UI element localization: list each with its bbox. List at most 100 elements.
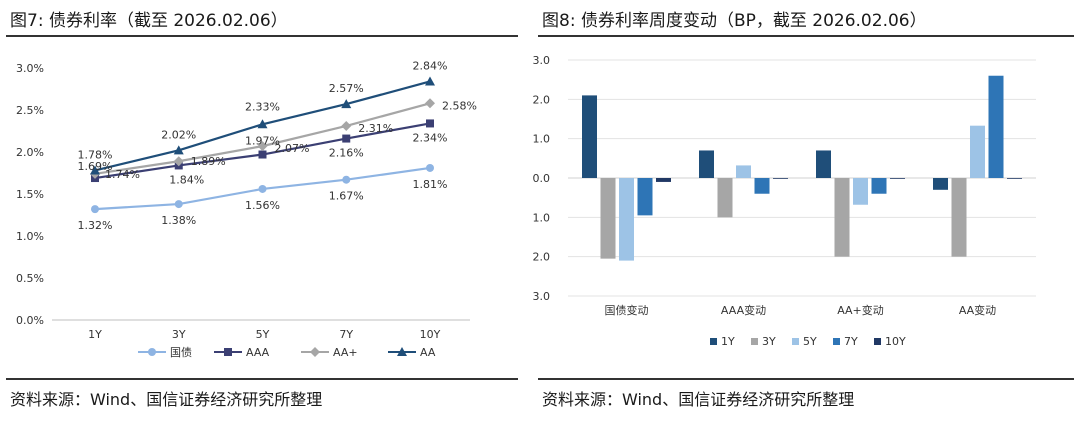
legend-label-AA: AA bbox=[420, 346, 436, 359]
data-point-AA+-10Y bbox=[425, 98, 435, 109]
data-point-国债-3Y bbox=[174, 200, 183, 209]
legend-label-10Y: 10Y bbox=[885, 335, 906, 348]
data-label-AA+-3Y: 1.89% bbox=[191, 155, 226, 168]
data-label-AA+-1Y: 1.74% bbox=[105, 168, 140, 181]
bar-7Y-AA变动 bbox=[988, 75, 1004, 178]
legend-marker-国债 bbox=[148, 348, 156, 356]
bar-10Y-AA变动 bbox=[1007, 178, 1022, 179]
data-label-AAA-5Y: 1.97% bbox=[245, 135, 280, 148]
bar-5Y-国债变动 bbox=[619, 178, 634, 261]
bar-7Y-国债变动 bbox=[637, 178, 653, 216]
data-label-国债-7Y: 1.67% bbox=[329, 190, 364, 203]
source-note: 资料来源：Wind、国信证券经济研究所整理 bbox=[542, 390, 855, 409]
top-rule bbox=[6, 35, 518, 37]
bar-1Y-AA+变动 bbox=[816, 150, 831, 178]
x-tick-label: AA变动 bbox=[959, 303, 996, 317]
y-tick-label: 3.0 bbox=[533, 54, 551, 67]
data-label-AA+-10Y: 2.58% bbox=[442, 99, 477, 112]
bar-1Y-AA变动 bbox=[933, 178, 948, 190]
y-tick-label: 0.0% bbox=[16, 314, 44, 327]
y-tick-label: -2.0 bbox=[532, 251, 550, 264]
data-point-国债-7Y bbox=[342, 175, 351, 184]
bar-3Y-AAA变动 bbox=[717, 178, 733, 218]
rate-change-chart-panel: 图8: 债券利率周度变动（BP，截至 2026.02.06） 3.0 2.0 1.0… bbox=[532, 0, 1080, 421]
data-label-AAA-10Y: 2.34% bbox=[413, 131, 448, 144]
data-label-AA-5Y: 2.33% bbox=[245, 100, 280, 113]
data-point-AAA-10Y bbox=[426, 119, 434, 128]
y-tick-label: 1.0 bbox=[533, 133, 551, 146]
bar-3Y-AA变动 bbox=[951, 178, 967, 257]
data-label-国债-3Y: 1.38% bbox=[161, 214, 196, 227]
legend-swatch-10Y bbox=[874, 338, 881, 345]
x-tick-label: 3Y bbox=[172, 328, 186, 341]
legend-label-7Y: 7Y bbox=[844, 335, 858, 348]
data-point-国债-10Y bbox=[426, 163, 434, 172]
source-note: 资料来源：Wind、国信证券经济研究所整理 bbox=[10, 390, 323, 409]
legend-label-AAA: AAA bbox=[246, 346, 270, 359]
x-tick-label: AA+变动 bbox=[837, 303, 884, 317]
data-point-AA-5Y bbox=[257, 119, 268, 129]
top-rule bbox=[538, 35, 1074, 37]
y-tick-label: 2.0 bbox=[533, 93, 551, 106]
legend-marker-AA bbox=[397, 347, 407, 356]
bar-1Y-国债变动 bbox=[582, 95, 597, 178]
data-label-AAA-3Y: 1.84% bbox=[169, 173, 204, 186]
data-label-AA+-5Y: 2.07% bbox=[275, 142, 310, 155]
data-point-AA-7Y bbox=[341, 99, 352, 109]
x-tick-label: 1Y bbox=[88, 328, 102, 341]
y-tick-label: 2.0% bbox=[16, 146, 44, 159]
rates-chart-panel: 图7: 债券利率（截至 2026.02.06） 0.0% 0.5% 1.0% 1.5%… bbox=[0, 0, 524, 421]
bar-7Y-AA+变动 bbox=[871, 178, 887, 194]
x-tick-label: 国债变动 bbox=[605, 303, 649, 317]
x-tick-label: 10Y bbox=[420, 328, 441, 341]
rate-change-chart-title: 图8: 债券利率周度变动（BP，截至 2026.02.06） bbox=[542, 11, 927, 31]
y-tick-label: 1.0% bbox=[16, 230, 44, 243]
bar-3Y-国债变动 bbox=[600, 178, 616, 259]
data-point-AA-10Y bbox=[425, 76, 435, 86]
data-label-国债-5Y: 1.56% bbox=[245, 199, 280, 212]
data-label-AAA-1Y: 1.69% bbox=[78, 160, 113, 173]
legend-swatch-3Y bbox=[751, 338, 758, 345]
bar-10Y-AA+变动 bbox=[890, 178, 905, 179]
x-tick-label: AAA变动 bbox=[721, 303, 766, 317]
data-label-AA-3Y: 2.02% bbox=[161, 128, 196, 141]
bar-1Y-AAA变动 bbox=[699, 150, 714, 178]
bottom-rule bbox=[6, 378, 518, 380]
x-tick-label: 7Y bbox=[339, 328, 353, 341]
bar-10Y-AAA变动 bbox=[773, 178, 788, 179]
data-label-AAA-7Y: 2.16% bbox=[329, 147, 364, 160]
y-tick-label: 0.0 bbox=[533, 172, 551, 185]
rates-line-chart: 0.0% 0.5% 1.0% 1.5% 2.0% 2.5% 3.0% 1Y 3Y 5Y 7Y 10Y 1… bbox=[16, 59, 477, 359]
legend-label-3Y: 3Y bbox=[762, 335, 776, 348]
legend-swatch-7Y bbox=[833, 338, 840, 345]
data-label-国债-10Y: 1.81% bbox=[413, 178, 448, 191]
data-point-AA-1Y bbox=[90, 165, 100, 175]
y-tick-label: 1.5% bbox=[16, 188, 44, 201]
data-point-AA+-7Y bbox=[341, 120, 352, 131]
legend-label-5Y: 5Y bbox=[803, 335, 817, 348]
data-point-AAA-7Y bbox=[342, 134, 351, 143]
legend-label-AA+: AA+ bbox=[333, 346, 358, 359]
bar-5Y-AA变动 bbox=[970, 125, 985, 178]
data-label-国债-1Y: 1.32% bbox=[78, 219, 113, 232]
bar-5Y-AA+变动 bbox=[853, 178, 868, 205]
bar-3Y-AA+变动 bbox=[834, 178, 850, 257]
data-label-AA-7Y: 2.57% bbox=[329, 82, 364, 95]
legend-label-1Y: 1Y bbox=[721, 335, 735, 348]
legend-label-国债: 国债 bbox=[170, 345, 192, 359]
x-tick-label: 5Y bbox=[256, 328, 270, 341]
bar-5Y-AAA变动 bbox=[736, 165, 751, 178]
y-tick-label: -1.0 bbox=[532, 211, 550, 224]
legend-swatch-5Y bbox=[792, 338, 799, 345]
y-tick-label: 0.5% bbox=[16, 272, 44, 285]
y-tick-label: 2.5% bbox=[16, 104, 44, 117]
rates-chart-title: 图7: 债券利率（截至 2026.02.06） bbox=[10, 11, 288, 31]
y-tick-label: -3.0 bbox=[532, 290, 550, 303]
legend-swatch-1Y bbox=[710, 338, 717, 345]
bottom-rule bbox=[538, 378, 1074, 380]
data-point-AA-3Y bbox=[173, 145, 184, 155]
data-label-AA-10Y: 2.84% bbox=[413, 59, 448, 72]
legend-marker-AA+ bbox=[310, 347, 320, 357]
data-point-国债-5Y bbox=[258, 184, 267, 193]
legend-marker-AAA bbox=[224, 348, 232, 356]
